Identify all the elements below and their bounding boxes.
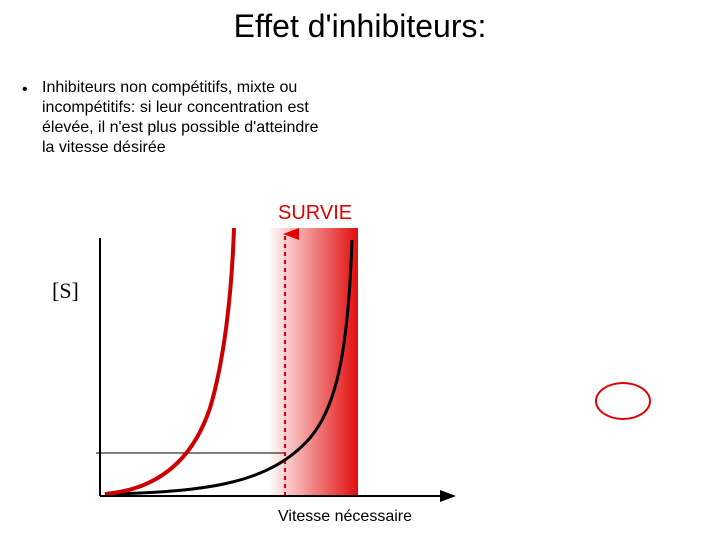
bullet-item: • Inhibiteurs non compétitifs, mixte ou …: [24, 78, 324, 158]
survie-label: SURVIE: [278, 202, 352, 225]
page-title: Effet d'inhibiteurs:: [0, 8, 720, 45]
bullet-marker: •: [22, 80, 28, 100]
curve-red: [105, 228, 234, 494]
side-ellipse: [595, 382, 651, 420]
survie-band: [268, 228, 358, 496]
x-axis-label: Vitesse nécessaire: [278, 508, 412, 526]
y-axis-label: [S]: [52, 278, 79, 304]
bullet-text: Inhibiteurs non compétitifs, mixte ou in…: [42, 78, 324, 158]
chart-svg: [80, 228, 480, 508]
